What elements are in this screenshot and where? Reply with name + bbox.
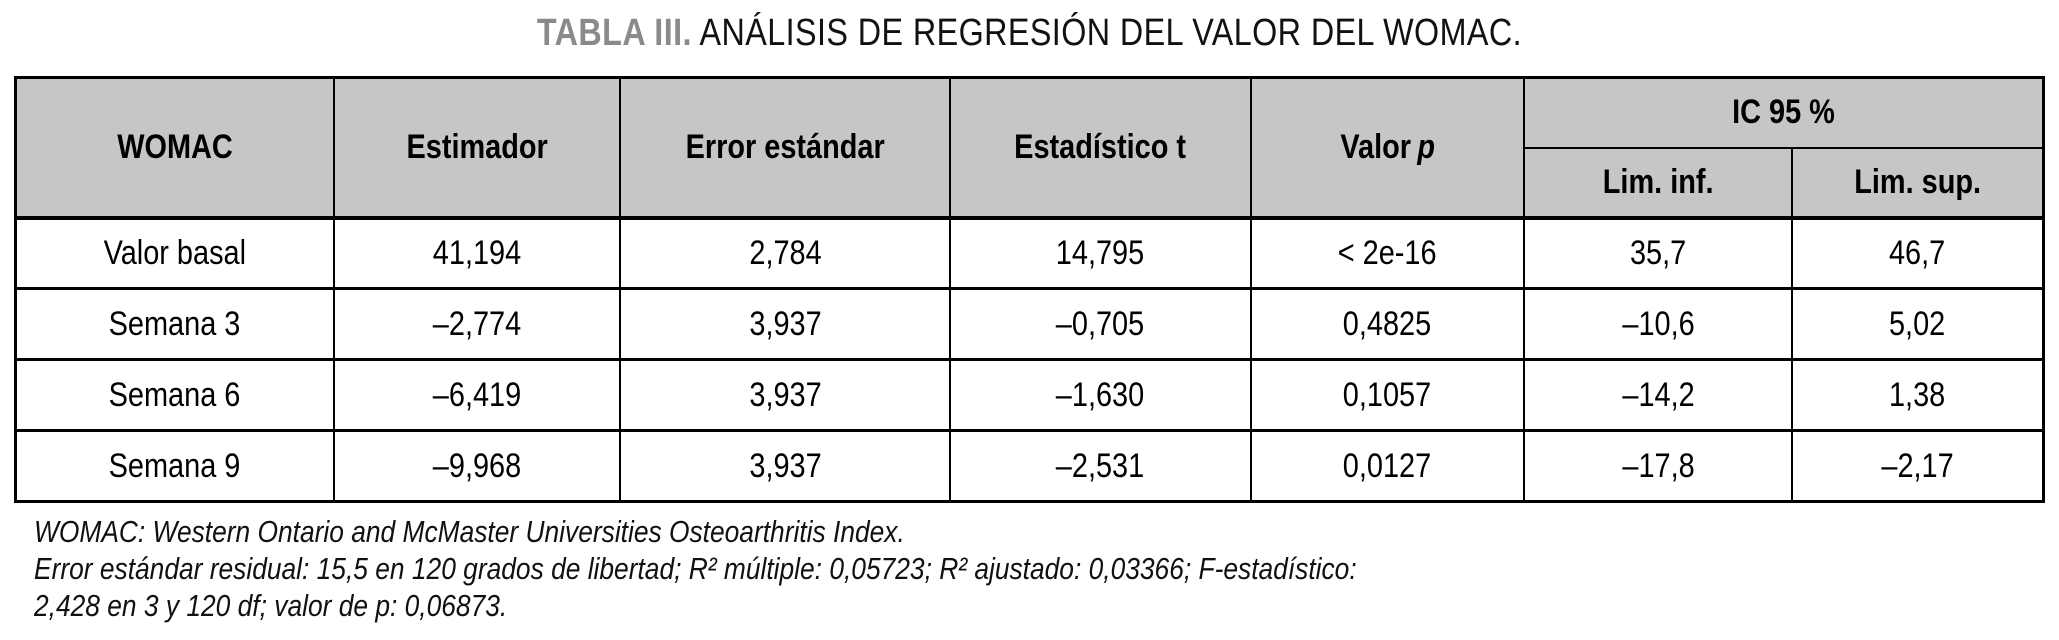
- cell-estimador: –9,968: [332, 429, 621, 503]
- footnote-line: 2,428 en 3 y 120 df; valor de p: 0,06873…: [34, 588, 508, 623]
- cell-womac: Semana 3: [14, 287, 335, 361]
- col-header-estimador: Estimador: [332, 76, 621, 219]
- table-caption: ANÁLISIS DE REGRESIÓN DEL VALOR DEL WOMA…: [699, 12, 1523, 54]
- col-header-error-estandar: Error estándar: [618, 76, 952, 219]
- cell-error-estandar: 3,937: [618, 358, 952, 432]
- footnote-line: WOMAC: Western Ontario and McMaster Univ…: [34, 514, 905, 549]
- cell-lim-sup: 46,7: [1790, 215, 2045, 290]
- table-row: Semana 9 –9,968 3,937 –2,531 0,0127 –17,…: [14, 429, 2045, 503]
- page-title: TABLA III. ANÁLISIS DE REGRESIÓN DEL VAL…: [14, 10, 2045, 56]
- cell-valor-p: 0,1057: [1249, 358, 1526, 432]
- cell-error-estandar: 3,937: [618, 287, 952, 361]
- col-header-womac: WOMAC: [14, 76, 335, 219]
- cell-error-estandar: 3,937: [618, 429, 952, 503]
- table-label: TABLA III.: [536, 12, 692, 54]
- cell-lim-inf: –17,8: [1523, 429, 1793, 503]
- table-row: Valor basal 41,194 2,784 14,795 < 2e-16 …: [14, 215, 2045, 290]
- cell-lim-inf: –14,2: [1523, 358, 1793, 432]
- col-header-estadistico-t: Estadístico t: [949, 76, 1252, 219]
- cell-estadistico-t: –2,531: [949, 429, 1252, 503]
- table-body: Valor basal 41,194 2,784 14,795 < 2e-16 …: [14, 215, 2045, 503]
- cell-womac: Semana 9: [14, 429, 335, 503]
- col-header-lim-inf: Lim. inf.: [1523, 146, 1793, 219]
- cell-estimador: –2,774: [332, 287, 621, 361]
- cell-valor-p: 0,0127: [1249, 429, 1526, 503]
- cell-estadistico-t: –0,705: [949, 287, 1252, 361]
- footnote-line: Error estándar residual: 15,5 en 120 gra…: [34, 551, 1357, 586]
- cell-lim-sup: 1,38: [1790, 358, 2045, 432]
- cell-womac: Valor basal: [14, 215, 335, 290]
- cell-lim-sup: 5,02: [1790, 287, 2045, 361]
- table-header: WOMAC Estimador Error estándar Estadísti…: [14, 76, 2045, 219]
- cell-estadistico-t: 14,795: [949, 215, 1252, 290]
- cell-lim-inf: –10,6: [1523, 287, 1793, 361]
- header-row-sub: Lim. inf. Lim. sup.: [16, 146, 2045, 219]
- cell-estimador: 41,194: [332, 215, 621, 290]
- cell-error-estandar: 2,784: [618, 215, 952, 290]
- col-header-lim-sup: Lim. sup.: [1790, 146, 2045, 219]
- table-row: Semana 3 –2,774 3,937 –0,705 0,4825 –10,…: [14, 287, 2045, 361]
- cell-womac: Semana 6: [14, 358, 335, 432]
- header-row-main: WOMAC Estimador Error estándar Estadísti…: [14, 76, 2045, 219]
- col-header-valor-p: Valor p: [1249, 76, 1526, 219]
- cell-lim-inf: 35,7: [1523, 215, 1793, 290]
- cell-estimador: –6,419: [332, 358, 621, 432]
- cell-estadistico-t: –1,630: [949, 358, 1252, 432]
- col-header-ic95: IC 95 %: [1523, 76, 2045, 149]
- regression-table: WOMAC Estimador Error estándar Estadísti…: [14, 76, 2045, 503]
- table-row: Semana 6 –6,419 3,937 –1,630 0,1057 –14,…: [14, 358, 2045, 432]
- cell-valor-p: < 2e-16: [1249, 215, 1526, 290]
- cell-valor-p: 0,4825: [1249, 287, 1526, 361]
- table-footnotes: WOMAC: Western Ontario and McMaster Univ…: [14, 513, 2045, 624]
- cell-lim-sup: –2,17: [1790, 429, 2045, 503]
